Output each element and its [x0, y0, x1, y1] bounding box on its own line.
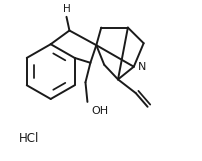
Text: H: H — [63, 4, 70, 14]
Text: OH: OH — [91, 106, 108, 116]
Text: N: N — [138, 62, 146, 72]
Text: HCl: HCl — [19, 132, 40, 145]
